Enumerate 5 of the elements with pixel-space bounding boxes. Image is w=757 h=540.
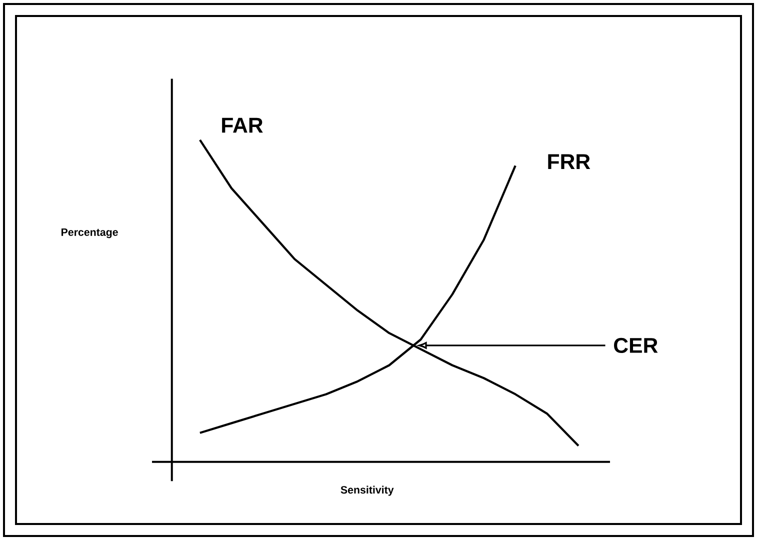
text: CER	[614, 338, 658, 353]
x-axis-title: Sensitivity	[340, 486, 394, 496]
series-label: FRR	[548, 154, 590, 169]
y-axis-title: Percentage	[62, 228, 118, 238]
series-label: FAR	[222, 118, 263, 133]
